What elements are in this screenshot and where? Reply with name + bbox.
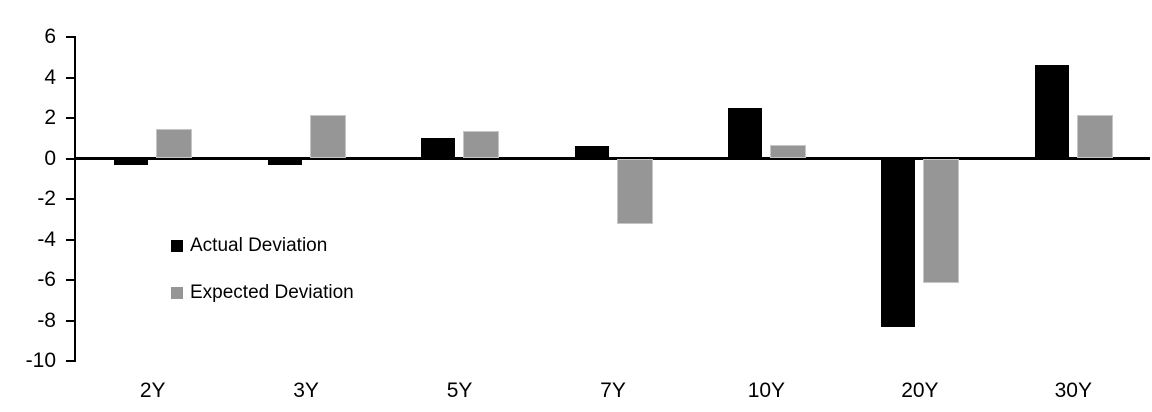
expected-deviation-swatch-icon [171, 286, 183, 299]
y-axis-tick [66, 117, 74, 119]
actual-deviation-swatch-icon [171, 239, 183, 252]
x-category-label-7Y: 7Y [600, 379, 626, 402]
bar-expected-10Y [770, 146, 805, 157]
legend-label-expected: Expected Deviation [190, 281, 354, 303]
x-category-label-2Y: 2Y [139, 379, 166, 402]
y-axis-tick [66, 238, 74, 241]
bar-expected-3Y [310, 116, 345, 157]
y-axis-tick [66, 360, 74, 362]
y-axis-tick-label: -8 [37, 308, 56, 332]
y-axis-tick-label: 2 [44, 106, 56, 129]
bar-actual-2Y [114, 160, 149, 165]
y-axis-tick-label: -2 [37, 187, 56, 210]
y-axis-tick-label: 4 [44, 65, 56, 89]
legend-item-actual: Actual Deviation [171, 235, 327, 256]
bar-expected-2Y [157, 130, 192, 157]
x-category-label-30Y: 30Y [1054, 379, 1092, 402]
x-category-label-5Y: 5Y [446, 379, 473, 402]
bar-expected-30Y [1077, 116, 1112, 157]
x-axis-zero-line [74, 157, 1150, 160]
y-axis-tick [66, 76, 74, 79]
y-axis-tick [66, 36, 74, 38]
bar-expected-7Y [617, 160, 652, 224]
bar-actual-3Y [267, 160, 302, 165]
y-axis-tick-label: 0 [44, 146, 56, 170]
y-axis-tick [66, 319, 74, 322]
x-category-label-3Y: 3Y [293, 379, 319, 402]
legend-label-actual: Actual Deviation [190, 234, 328, 256]
y-axis-tick [66, 157, 74, 160]
legend-item-expected: Expected Deviation [171, 282, 354, 303]
bar-expected-20Y [924, 160, 959, 282]
y-axis-line [74, 36, 76, 362]
y-axis-tick-label: -6 [37, 268, 56, 291]
bar-actual-5Y [421, 138, 456, 158]
y-axis-tick-label: -4 [37, 227, 56, 251]
y-axis-tick [66, 198, 74, 200]
x-category-label-20Y: 20Y [901, 379, 939, 402]
bar-expected-5Y [464, 132, 499, 157]
x-category-label-10Y: 10Y [747, 379, 786, 402]
y-axis-tick-label: 6 [44, 25, 56, 48]
bar-actual-7Y [574, 146, 609, 157]
bar-actual-30Y [1034, 65, 1069, 157]
bar-actual-10Y [727, 107, 762, 157]
y-axis-tick [66, 279, 74, 281]
bar-actual-20Y [881, 160, 916, 327]
y-axis-tick-label: -10 [25, 349, 56, 372]
